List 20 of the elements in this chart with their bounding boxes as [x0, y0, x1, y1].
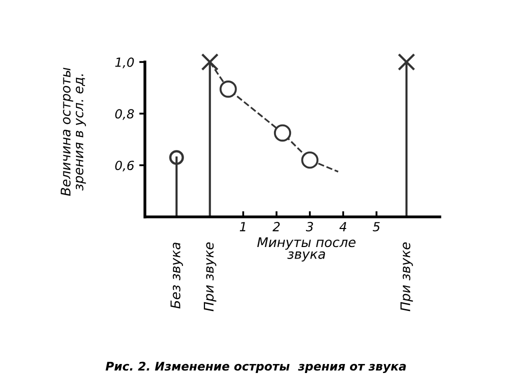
x-tick-label: 4 [339, 222, 346, 232]
x-tick-label: 1 [240, 222, 246, 232]
point [274, 124, 292, 142]
x-tick-label: 3 [306, 222, 314, 232]
x-tick-label: 2 [272, 222, 280, 232]
y-axis-title: Величина остроты зрения в усл. ед. [60, 68, 86, 196]
text: При звуке [400, 242, 413, 312]
point [201, 53, 219, 71]
text: Без звука [170, 242, 183, 309]
point [220, 80, 237, 98]
point [169, 150, 184, 165]
x-tick-label: 5 [372, 222, 380, 232]
y-tick-label: 0,6 [115, 160, 134, 172]
text: Рис. 2. Изменение остроты зрения от звука [106, 362, 406, 374]
text: При звуке [204, 242, 216, 312]
y-tick-label: 0,8 [115, 109, 134, 120]
x-axis-title: Минуты после звука [257, 237, 356, 262]
point [398, 53, 416, 71]
y-tick-label: 1,0 [115, 57, 134, 68]
point [301, 151, 318, 169]
